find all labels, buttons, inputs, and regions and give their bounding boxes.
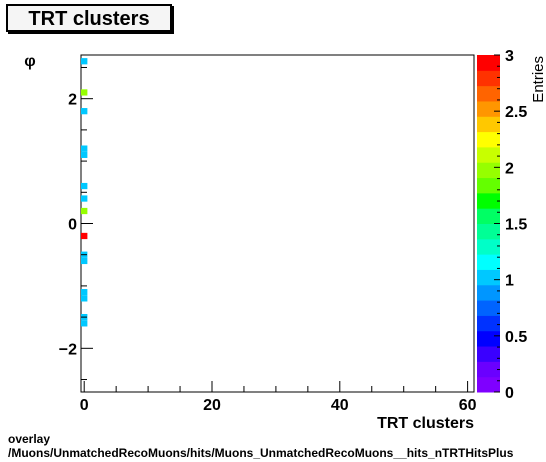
colorbar-segment [477,85,500,102]
colorbar-segment [477,70,500,87]
heatmap-cell [81,232,88,240]
colorbar-segment [477,238,500,255]
footer-overlay-label: overlay [8,432,51,446]
colorbar-tick-label: 2.5 [505,104,527,121]
heatmap-cell [81,320,88,327]
colorbar-tick-label: 0.5 [505,329,527,346]
colorbar-tick-label: 0 [505,385,514,402]
colorbar-segment [477,269,500,286]
plot-border [80,54,475,393]
x-tick-label: 20 [203,397,221,414]
colorbar-segment [477,330,500,347]
colorbar-segment [477,254,500,270]
colorbar-segment [477,192,500,209]
colorbar-tick-label: 1.5 [505,217,527,234]
heatmap-cell [81,89,88,96]
heatmap-cell [81,151,88,158]
colorbar-tick-label: 2 [505,160,514,177]
colorbar-segment [477,361,500,378]
plot-frame [80,54,475,393]
colorbar-segment [477,100,500,117]
title-box: TRT clusters [6,4,172,32]
colorbar-segment [477,315,500,332]
colorbar-tick-label: 1 [505,273,514,290]
heatmap-cell [81,195,88,202]
colorbar-segment [477,55,500,71]
heatmap-cell [81,295,88,302]
heatmap-cell [81,145,88,152]
colorbar-segment [477,162,500,179]
y-axis: −2 0 2 [59,66,93,381]
colorbar-segment [477,223,500,240]
colorbar-segment [477,284,500,301]
x-axis-title: TRT clusters [377,415,474,432]
heatmap-cell [81,289,88,296]
footer-path-label: /Muons/UnmatchedRecoMuons/hits/Muons_Unm… [8,446,514,460]
y-axis-title: φ [24,53,35,70]
heatmap-cell [81,257,88,265]
chart-title: TRT clusters [28,8,150,30]
colorbar-segment [477,346,500,362]
colorbar-tick-label: 3 [505,48,514,65]
colorbar-segment [477,208,500,224]
colorbar-segment [477,146,500,163]
colorbar-segment [477,300,500,316]
heatmap-cell [81,58,88,65]
colorbar-title: Entries [530,56,546,103]
y-tick-label: 0 [68,217,77,234]
x-axis: 0 20 40 60 [80,381,477,414]
x-tick-label: 40 [331,397,349,414]
heatmap-cell [81,207,88,215]
x-tick-label: 0 [80,397,89,414]
colorbar-segment [477,376,500,393]
y-tick-label: −2 [59,341,77,358]
colorbar-segment [477,131,500,148]
heatmap-cell [81,182,88,190]
colorbar: 0 0.5 1 1.5 2 2.5 3 [477,48,527,402]
x-tick-label: 60 [459,397,477,414]
colorbar-segment [477,116,500,133]
colorbar-segment [477,177,500,194]
heatmap-cell [81,108,88,115]
y-tick-label: 2 [68,92,77,109]
